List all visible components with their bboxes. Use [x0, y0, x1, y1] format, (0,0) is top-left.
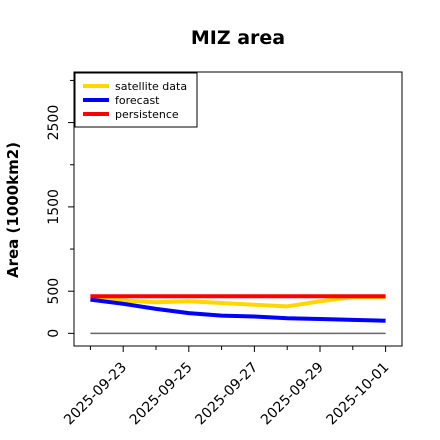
- y-axis-label: Area (1000km2): [4, 142, 22, 278]
- x-tick-label-3: 2025-09-29: [258, 360, 327, 429]
- series-line-forecast: [90, 297, 386, 323]
- chart-title: MIZ area: [191, 27, 285, 49]
- y-tick-label-0: 0: [46, 329, 62, 338]
- x-tick-label-2: 2025-09-27: [192, 360, 261, 429]
- series-line-satellite-data: [90, 295, 386, 309]
- y-tick-label-3: 2500: [46, 105, 62, 141]
- series-layer: [90, 294, 386, 335]
- legend-label-persistence: persistence: [115, 108, 179, 121]
- plot-frame: [73, 71, 403, 347]
- x-tick-label-4: 2025-10-01: [324, 360, 393, 429]
- legend-label-satellite-data: satellite data: [115, 80, 187, 93]
- x-tick-label-0: 2025-09-23: [61, 360, 130, 429]
- legend-label-forecast: forecast: [115, 94, 160, 107]
- y-tick-label-1: 500: [46, 278, 62, 305]
- y-tick-label-2: 1500: [46, 189, 62, 225]
- x-tick-label-1: 2025-09-25: [127, 360, 196, 429]
